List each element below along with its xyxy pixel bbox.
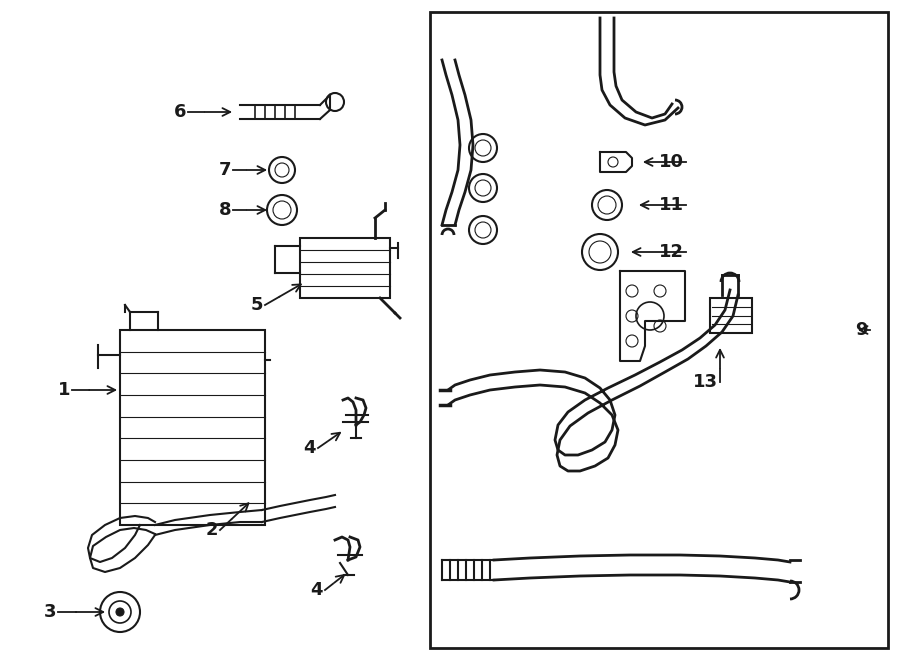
Text: 3: 3 bbox=[43, 603, 56, 621]
Text: 10: 10 bbox=[659, 153, 684, 171]
Text: 9: 9 bbox=[856, 321, 868, 339]
Circle shape bbox=[116, 608, 124, 616]
Text: 13: 13 bbox=[693, 373, 718, 391]
Text: 5: 5 bbox=[250, 296, 263, 314]
Text: 1: 1 bbox=[58, 381, 70, 399]
Bar bbox=[430, 12, 888, 648]
Text: 4: 4 bbox=[310, 581, 323, 599]
Text: 11: 11 bbox=[659, 196, 684, 214]
Text: 4: 4 bbox=[303, 439, 316, 457]
Text: 8: 8 bbox=[219, 201, 231, 219]
Bar bbox=[300, 238, 390, 298]
Text: 12: 12 bbox=[659, 243, 684, 261]
Text: 6: 6 bbox=[174, 103, 186, 121]
Text: 2: 2 bbox=[205, 521, 218, 539]
Bar bbox=[120, 330, 265, 525]
Text: 7: 7 bbox=[219, 161, 231, 179]
Bar bbox=[710, 298, 752, 333]
